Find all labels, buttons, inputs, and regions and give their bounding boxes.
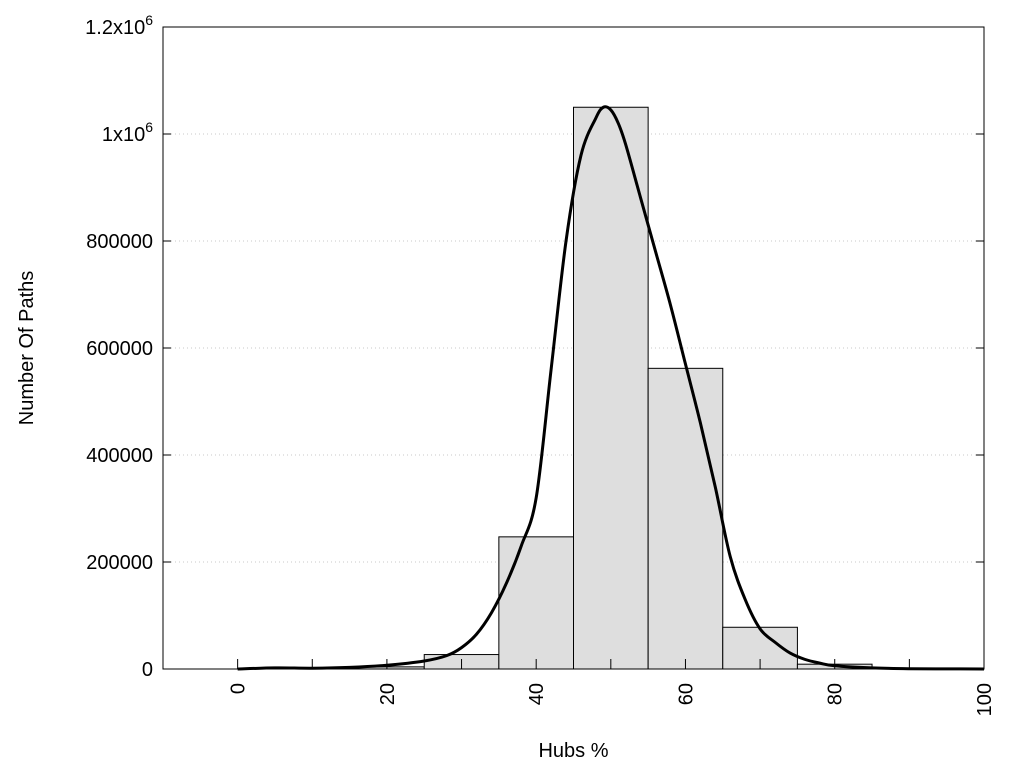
y-tick-label: 400000: [86, 445, 153, 467]
tick-layer: 0 200000 400000 600000 800000 1x106 1.2x106 0 20…: [85, 12, 996, 716]
y-tick-exponent: 6: [145, 119, 153, 135]
x-tick-label: 0: [228, 683, 250, 694]
y-tick-label: 800000: [86, 231, 153, 253]
y-tick-exponent: 6: [145, 12, 153, 28]
y-tick-label: 1x106: [102, 119, 153, 146]
histogram-bar: [647, 367, 724, 670]
x-tick-label: 80: [825, 683, 847, 705]
histogram-bar: [573, 106, 649, 670]
bar-layer: [237, 106, 985, 670]
distribution-curve: [237, 105, 985, 671]
x-tick-label: 20: [377, 683, 399, 705]
curve-layer: [237, 105, 985, 671]
grid-layer: [163, 133, 984, 563]
histogram-bar: [498, 536, 575, 670]
y-tick-label: 0: [142, 659, 153, 681]
y-tick-label: 600000: [86, 338, 153, 360]
y-tick-label: 1.2x106: [85, 12, 153, 39]
x-tick-label: 60: [675, 683, 697, 705]
x-tick-label: 100: [974, 683, 996, 716]
x-axis-label: Hubs %: [538, 740, 608, 762]
y-tick-label: 200000: [86, 552, 153, 574]
plot-frame: [162, 26, 985, 670]
y-axis-label: Number Of Paths: [16, 271, 38, 426]
x-tick-label: 40: [526, 683, 548, 705]
